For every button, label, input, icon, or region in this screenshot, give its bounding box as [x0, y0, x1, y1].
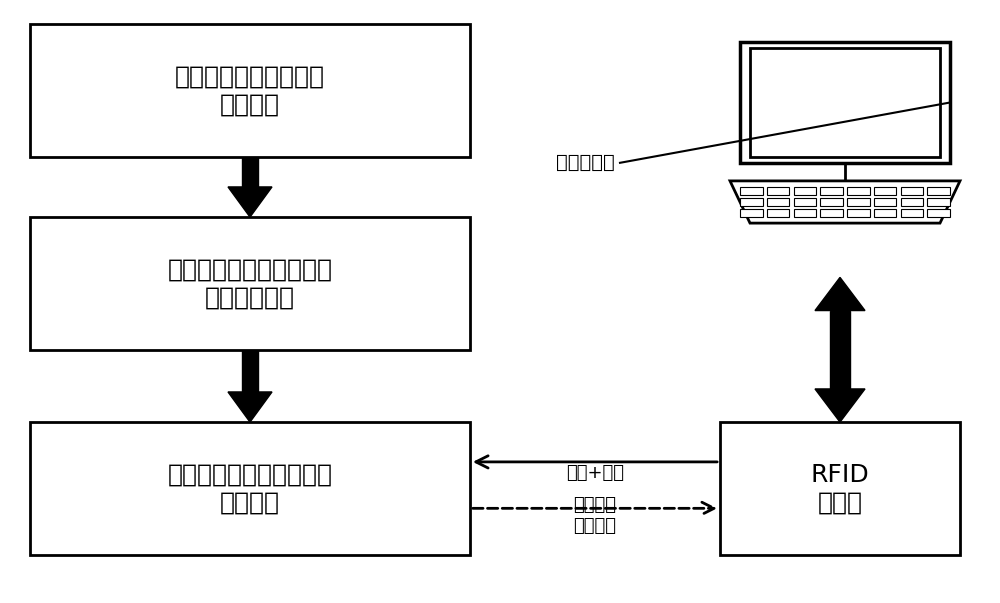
Polygon shape — [228, 392, 272, 422]
Bar — [794, 198, 816, 206]
Bar — [847, 209, 870, 217]
Bar — [847, 187, 870, 195]
Polygon shape — [228, 187, 272, 217]
Bar — [901, 198, 923, 206]
Bar — [30, 24, 470, 157]
Bar — [794, 187, 816, 195]
Bar — [242, 157, 258, 187]
Polygon shape — [815, 277, 865, 311]
Bar — [740, 187, 763, 195]
Bar — [847, 198, 870, 206]
Text: 金属结构表面产生缺陷
（裂纹）: 金属结构表面产生缺陷 （裂纹） — [175, 65, 325, 116]
Bar — [901, 209, 923, 217]
Text: 标签天线与射频芯片反射
系数改变: 标签天线与射频芯片反射 系数改变 — [168, 463, 332, 514]
Text: 能量+数据: 能量+数据 — [566, 464, 624, 482]
Bar — [820, 209, 843, 217]
Text: 调制反向
散射信号: 调制反向 散射信号 — [574, 496, 616, 535]
Bar — [740, 209, 763, 217]
Bar — [874, 198, 896, 206]
Polygon shape — [815, 389, 865, 422]
Bar — [820, 198, 843, 206]
Polygon shape — [730, 181, 960, 223]
Bar — [794, 209, 816, 217]
Bar — [767, 198, 789, 206]
Bar — [767, 187, 789, 195]
Bar — [927, 198, 950, 206]
Text: RFID
阅读器: RFID 阅读器 — [811, 463, 869, 514]
Bar — [820, 187, 843, 195]
Bar — [242, 350, 258, 392]
Bar — [830, 311, 850, 389]
Bar — [927, 187, 950, 195]
Bar — [901, 187, 923, 195]
Bar — [927, 209, 950, 217]
Bar — [874, 209, 896, 217]
Bar — [740, 42, 950, 163]
Bar — [30, 422, 470, 555]
Bar — [720, 422, 960, 555]
Text: 计算机系统: 计算机系统 — [556, 153, 615, 172]
Bar — [30, 217, 470, 350]
Bar — [874, 187, 896, 195]
Bar — [767, 209, 789, 217]
Bar — [740, 198, 763, 206]
Text: 金属结构表面标签天线臂
阻抗发生改变: 金属结构表面标签天线臂 阻抗发生改变 — [168, 257, 332, 309]
Bar — [750, 48, 940, 157]
